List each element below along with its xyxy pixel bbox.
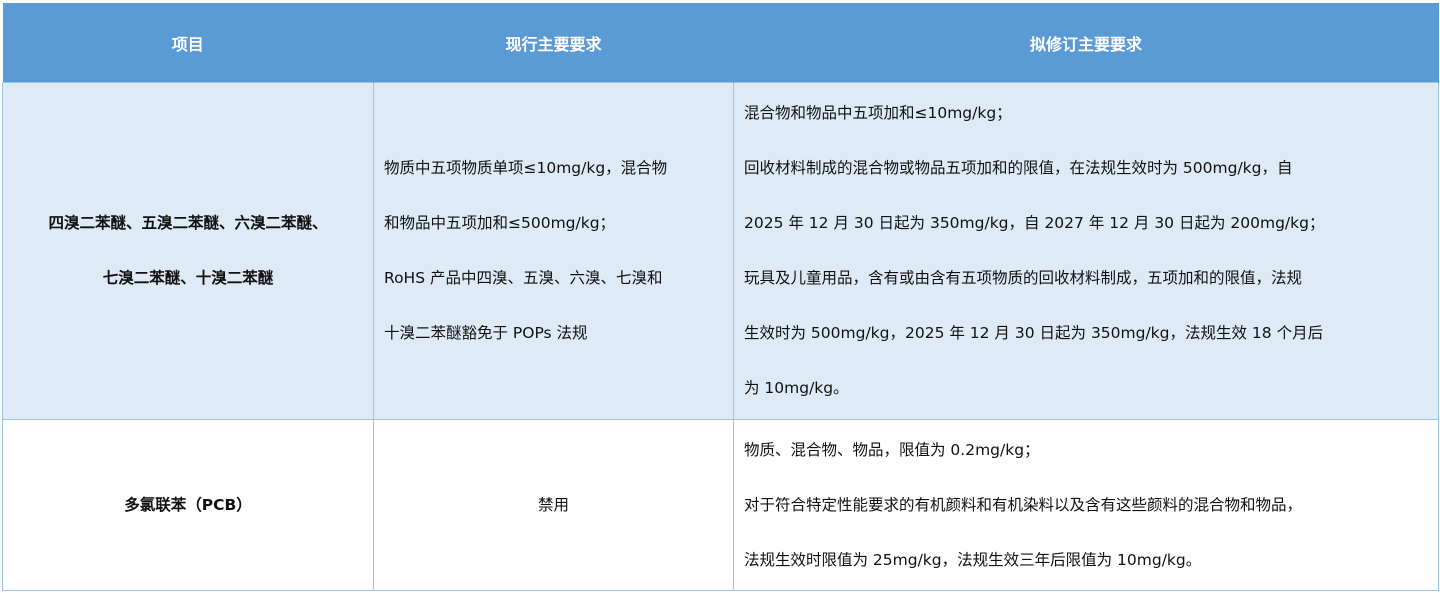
cell-line: 禁用: [537, 495, 569, 514]
table-row: 四溴二苯醚、五溴二苯醚、六溴二苯醚、 七溴二苯醚、十溴二苯醚 物质中五项物质单项…: [2, 82, 1439, 420]
cell-line: 2025 年 12 月 30 日起为 350mg/kg，自 2027 年 12 …: [744, 214, 1325, 232]
cell-line: 七溴二苯醚、十溴二苯醚: [102, 269, 274, 287]
cell-item: 多氯联苯（PCB）: [2, 419, 374, 591]
table-row: 多氯联苯（PCB） 禁用 物质、混合物、物品，限值为 0.2mg/kg； 对于符…: [2, 419, 1439, 591]
cell-line: 多氯联苯（PCB）: [124, 495, 252, 514]
header-item: 项目: [2, 3, 374, 83]
header-current: 现行主要要求: [373, 3, 734, 83]
cell-line: 物质、混合物、物品，限值为 0.2mg/kg；: [744, 440, 1040, 459]
cell-line: 回收材料制成的混合物或物品五项加和的限值，在法规生效时为 500mg/kg，自: [744, 159, 1293, 177]
cell-line: 混合物和物品中五项加和≤10mg/kg；: [744, 104, 1012, 122]
cell-line: 对于符合特定性能要求的有机颜料和有机染料以及含有这些颜料的混合物和物品，: [744, 495, 1303, 514]
cell-line: RoHS 产品中四溴、五溴、六溴、七溴和: [384, 269, 663, 287]
cell-line: 四溴二苯醚、五溴二苯醚、六溴二苯醚、: [48, 214, 328, 232]
cell-line: 为 10mg/kg。: [744, 379, 849, 397]
regulation-comparison-table: 项目 现行主要要求 拟修订主要要求 四溴二苯醚、五溴二苯醚、六溴二苯醚、 七溴二…: [2, 3, 1439, 591]
cell-line: 十溴二苯醚豁免于 POPs 法规: [384, 324, 588, 342]
cell-current: 禁用: [373, 419, 734, 591]
cell-current: 物质中五项物质单项≤10mg/kg，混合物 和物品中五项加和≤500mg/kg；…: [373, 82, 734, 420]
cell-line: 法规生效时限值为 25mg/kg，法规生效三年后限值为 10mg/kg。: [744, 550, 1202, 569]
cell-line: 和物品中五项加和≤500mg/kg；: [384, 214, 616, 232]
header-proposed: 拟修订主要要求: [733, 3, 1439, 83]
cell-item: 四溴二苯醚、五溴二苯醚、六溴二苯醚、 七溴二苯醚、十溴二苯醚: [2, 82, 374, 420]
cell-line: 玩具及儿童用品，含有或由含有五项物质的回收材料制成，五项加和的限值，法规: [744, 269, 1303, 287]
cell-proposed: 混合物和物品中五项加和≤10mg/kg； 回收材料制成的混合物或物品五项加和的限…: [733, 82, 1439, 420]
cell-line: 物质中五项物质单项≤10mg/kg，混合物: [384, 159, 668, 177]
cell-line: 生效时为 500mg/kg，2025 年 12 月 30 日起为 350mg/k…: [744, 324, 1324, 342]
table-header-row: 项目 现行主要要求 拟修订主要要求: [2, 3, 1439, 83]
cell-proposed: 物质、混合物、物品，限值为 0.2mg/kg； 对于符合特定性能要求的有机颜料和…: [733, 419, 1439, 591]
